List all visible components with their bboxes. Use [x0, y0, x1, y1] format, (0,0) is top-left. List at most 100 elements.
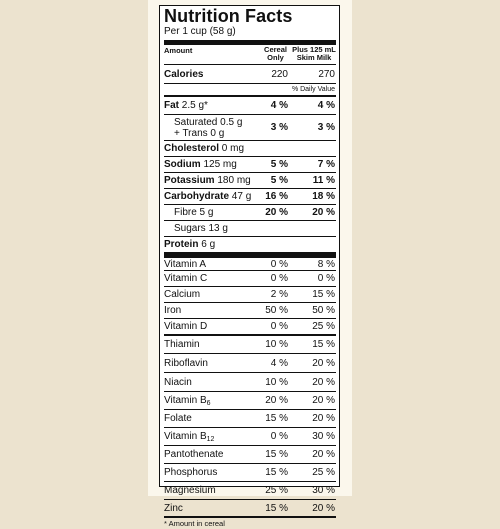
nutrient-cereal-dv: 5 % [270, 159, 288, 170]
vitamin-row: Niacin 10 % 20 % [164, 372, 336, 391]
vitamin-cereal-dv: 4 % [270, 357, 288, 369]
vitamin-name: Zinc [164, 503, 259, 514]
nutrient-name: Sugars 13 g [164, 223, 259, 234]
vitamin-label: Vitamin D [164, 321, 208, 332]
nutrient-name: Carbohydrate 47 g [164, 191, 259, 202]
nutrient-bold: Protein [164, 239, 199, 250]
nutrient-row: Cholesterol 0 mg [164, 140, 336, 156]
vitamin-label: Riboflavin [164, 357, 208, 369]
nutrient-milk-dv: 3 % [317, 122, 335, 133]
nutrient-list: Fat 2.5 g* 4 % 4 % Saturated 0.5 g + Trans 0… [164, 95, 336, 252]
nutrient-name: Saturated 0.5 g + Trans 0 g [164, 117, 259, 139]
nutrient-milk-dv: 18 % [312, 191, 335, 202]
vitamin-row: Calcium 2 % 15 % [164, 286, 336, 302]
vitamin-name: Vitamin A [164, 259, 259, 270]
vitamin-name: Magnesium [164, 485, 259, 496]
nutrient-milk-dv: 20 % [312, 207, 335, 218]
vitamin-cereal-dv: 2 % [270, 289, 288, 300]
vitamin-row: Thiamin 10 % 15 % [164, 334, 336, 353]
vitamin-milk-dv: 0 % [317, 273, 335, 284]
vitamin-label: Iron [164, 305, 182, 316]
daily-value-label: % Daily Value [164, 83, 336, 95]
column-header: Amount Cereal Only Plus 125 mL Skim Milk [164, 40, 336, 64]
vitamin-milk-dv: 30 % [312, 485, 335, 496]
vitamin-name: Folate [164, 413, 259, 424]
nutrient-cereal-dv: 4 % [270, 100, 288, 111]
vitamin-cereal-dv: 20 % [265, 395, 288, 406]
vitamin-cereal-dv: 15 % [265, 413, 288, 424]
vitamin-name: Vitamin B6 [164, 395, 259, 407]
vitamin-cereal-dv: 0 % [270, 258, 288, 270]
nutrient-name: Fat 2.5 g* [164, 100, 259, 111]
vitamin-label: Folate [164, 413, 192, 424]
nutrient-amount: Sugars 13 g [174, 223, 228, 234]
nutrition-facts-table: Nutrition Facts Per 1 cup (58 g) Amount … [159, 5, 340, 528]
nutrient-cereal-dv: 3 % [270, 122, 288, 133]
nutrient-milk-dv: 7 % [317, 159, 335, 170]
nutrient-name: Protein 6 g [164, 239, 259, 250]
nutrient-name: Potassium 180 mg [164, 175, 259, 186]
vitamin-label: Vitamin C [164, 273, 208, 284]
nutrient-row: Fat 2.5 g* 4 % 4 % [164, 95, 336, 114]
vitamin-cereal-dv: 50 % [265, 305, 288, 316]
vitamin-milk-dv: 25 % [312, 467, 335, 478]
vitamin-milk-dv: 20 % [312, 449, 335, 460]
footnote: * Amount in cereal [164, 516, 336, 529]
vitamin-cereal-dv: 0 % [270, 321, 288, 332]
calories-row: Calories 220 270 [164, 64, 336, 83]
vitamin-label: Vitamin A [164, 258, 207, 270]
vitamin-row: Vitamin B6 20 % 20 % [164, 391, 336, 409]
vitamin-milk-dv: 20 % [312, 395, 335, 406]
vitamin-name: Vitamin D [164, 321, 259, 332]
vitamin-cereal-dv: 15 % [265, 449, 288, 460]
vitamin-row: Phosphorus 15 % 25 % [164, 463, 336, 481]
nutrition-title: Nutrition Facts [164, 6, 293, 26]
vitamin-label: Calcium [164, 289, 201, 300]
vitamin-label: Zinc [164, 502, 183, 514]
vitamin-name: Iron [164, 305, 259, 316]
nutrient-amount-2: + Trans 0 g [174, 127, 225, 139]
nutrient-name: Cholesterol 0 mg [164, 143, 259, 154]
vitamin-name: Niacin [164, 377, 259, 388]
nutrient-row: Sugars 13 g [164, 220, 336, 236]
nutrient-amount: 125 mg [200, 159, 237, 170]
vitamin-label: Magnesium [164, 485, 216, 496]
vitamin-row: Pantothenate 15 % 20 % [164, 445, 336, 463]
vitamin-list: Vitamin A 0 % 8 % Vitamin C 0 % 0 % Calcium 2 %… [164, 252, 336, 516]
vitamin-cereal-dv: 0 % [270, 431, 288, 442]
nutrient-row: Sodium 125 mg 5 % 7 % [164, 156, 336, 172]
vitamin-milk-dv: 8 % [317, 258, 335, 270]
calories-milk: 270 [318, 68, 335, 80]
vitamin-cereal-dv: 15 % [265, 502, 288, 514]
vitamin-row: Magnesium 25 % 30 % [164, 481, 336, 499]
nutrient-amount: 180 mg [214, 175, 251, 186]
nutrient-name: Fibre 5 g [164, 207, 259, 218]
vitamin-cereal-dv: 10 % [265, 376, 288, 388]
vitamin-milk-dv: 20 % [312, 376, 335, 388]
vitamin-row: Iron 50 % 50 % [164, 302, 336, 318]
nutrient-cereal-dv: 16 % [265, 191, 288, 202]
vitamin-label: Pantothenate [164, 449, 224, 460]
nutrient-bold: Carbohydrate [164, 191, 230, 202]
vitamin-row: Riboflavin 4 % 20 % [164, 353, 336, 372]
serving-size: Per 1 cup (58 g) [164, 26, 236, 37]
vitamin-name: Riboflavin [164, 358, 259, 369]
vitamin-subscript: 12 [206, 436, 215, 443]
nutrient-row: Protein 6 g [164, 236, 336, 252]
vitamin-name: Vitamin C [164, 273, 259, 284]
vitamin-label: Niacin [164, 376, 192, 388]
vitamin-milk-dv: 20 % [312, 413, 335, 424]
nutrient-amount: Fibre 5 g [174, 207, 214, 218]
vitamin-name: Pantothenate [164, 449, 259, 460]
vitamin-label: Vitamin B [164, 395, 207, 406]
vitamin-label: Vitamin B [164, 431, 207, 442]
nutrient-cereal-dv: 5 % [270, 175, 288, 186]
nutrient-bold: Fat [164, 100, 179, 111]
nutrient-bold: Potassium [164, 175, 215, 186]
vitamin-subscript: 6 [206, 400, 211, 407]
vitamin-row: Vitamin D 0 % 25 % [164, 318, 336, 334]
vitamin-milk-dv: 25 % [312, 321, 335, 332]
amount-header: Amount [164, 46, 193, 55]
nutrient-row: Carbohydrate 47 g 16 % 18 % [164, 188, 336, 204]
nutrient-milk-dv: 4 % [317, 100, 335, 111]
